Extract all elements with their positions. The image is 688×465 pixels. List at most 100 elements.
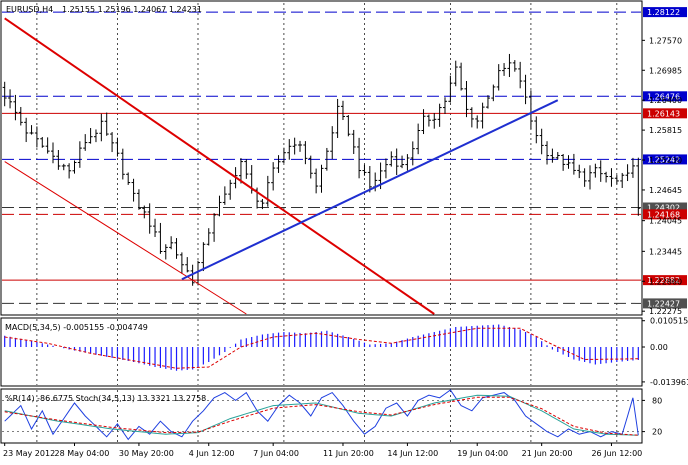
time-tick-label: 26 Jun 12:00 xyxy=(591,449,642,458)
price-level-label: 1.28122 xyxy=(647,8,680,17)
price-level-label: 1.22427 xyxy=(647,299,680,308)
price-bar xyxy=(61,163,66,171)
price-bar xyxy=(550,148,555,163)
price-level-tag xyxy=(643,298,687,309)
price-bar xyxy=(561,153,566,171)
time-tick-label: 21 Jun 20:00 xyxy=(522,449,573,458)
stoch-header: %R(14) -86.6775 Stoch(34,5,13) 13.3321 1… xyxy=(5,394,206,403)
price-bar xyxy=(40,136,45,148)
price-bar xyxy=(281,147,286,163)
price-bar xyxy=(244,159,249,179)
price-bar xyxy=(29,125,34,135)
main-header-ohlc: 1.25155 1.25196 1.24067 1.24231 xyxy=(62,5,202,14)
price-bar xyxy=(383,158,388,179)
price-bar xyxy=(507,53,512,78)
price-bar xyxy=(190,264,195,286)
price-bar xyxy=(545,141,550,165)
stoch-tick-label: 20 xyxy=(652,428,662,437)
price-tick-label: 1.24045 xyxy=(649,217,682,226)
price-bar xyxy=(88,128,93,144)
price-bar xyxy=(179,252,184,274)
price-bar xyxy=(13,94,18,121)
price-level-tag xyxy=(643,91,687,102)
price-bar xyxy=(158,222,163,254)
price-level-label: 1.26143 xyxy=(647,109,680,118)
price-bar xyxy=(276,155,281,173)
time-tick-label: 23 May 2012 xyxy=(3,449,55,458)
price-bar xyxy=(303,141,308,165)
price-tick-label: 1.22860 xyxy=(649,277,682,286)
channel-lower-line xyxy=(4,161,247,315)
price-bar xyxy=(421,109,426,135)
price-bar xyxy=(587,165,592,190)
time-tick-label: 30 May 20:00 xyxy=(119,449,174,458)
price-level-tag xyxy=(643,7,687,18)
price-bar xyxy=(217,195,222,217)
price-bar xyxy=(174,238,179,259)
price-bar xyxy=(523,74,528,105)
price-bar xyxy=(271,162,276,191)
price-bar xyxy=(292,137,297,155)
price-level-label: 1.24302 xyxy=(647,204,680,213)
price-bar xyxy=(45,137,50,154)
price-bar xyxy=(136,189,141,210)
price-level-label: 1.24168 xyxy=(647,210,680,219)
price-bar xyxy=(99,113,104,142)
price-level-tag xyxy=(643,154,687,165)
price-bar xyxy=(340,100,345,121)
price-tick-label: 1.26985 xyxy=(649,66,682,75)
price-bar xyxy=(104,112,109,136)
price-bar xyxy=(67,163,72,179)
price-bar xyxy=(351,129,356,155)
price-bar xyxy=(120,148,125,180)
price-bar xyxy=(34,126,39,148)
price-bar xyxy=(405,154,410,171)
price-bar xyxy=(265,175,270,207)
stoch-series-line xyxy=(4,389,639,441)
price-bar xyxy=(491,84,496,102)
price-bar xyxy=(260,198,265,210)
channel-upper-line xyxy=(4,17,435,315)
price-bar xyxy=(153,218,158,237)
main-panel-frame xyxy=(0,0,643,316)
price-bar xyxy=(51,142,56,164)
price-bar xyxy=(324,147,329,171)
price-bar xyxy=(426,114,431,127)
price-bar xyxy=(620,172,625,188)
price-bar xyxy=(400,155,405,169)
price-bar xyxy=(314,168,319,194)
price-bar xyxy=(496,64,501,91)
price-bar xyxy=(480,102,485,129)
price-level-tag xyxy=(643,202,687,213)
price-bar xyxy=(469,107,474,128)
price-bar xyxy=(147,203,152,234)
price-bar xyxy=(367,166,372,193)
price-bar xyxy=(8,89,13,109)
price-bar xyxy=(238,158,243,184)
price-bar xyxy=(512,60,517,72)
price-bar xyxy=(566,155,571,169)
price-bar xyxy=(636,157,641,216)
stoch-series-line xyxy=(4,394,639,436)
price-bar xyxy=(131,178,136,202)
price-bar xyxy=(56,150,61,170)
price-bar xyxy=(169,236,174,250)
price-bar xyxy=(185,257,190,273)
price-bar xyxy=(298,140,303,152)
price-bar xyxy=(528,90,533,130)
price-bar xyxy=(416,123,421,155)
price-bar xyxy=(126,172,131,185)
price-bar xyxy=(448,75,453,103)
price-tick-label: 1.22275 xyxy=(649,307,682,316)
price-bar xyxy=(539,128,544,155)
price-bar xyxy=(394,148,399,176)
price-bar xyxy=(72,160,77,174)
price-bar xyxy=(115,137,120,157)
price-bar xyxy=(18,106,23,126)
price-bar xyxy=(464,81,469,118)
macd-panel-frame xyxy=(0,317,643,387)
macd-tick-label: 0.00 xyxy=(650,343,668,352)
price-bar xyxy=(77,141,82,168)
price-bar xyxy=(110,132,115,153)
